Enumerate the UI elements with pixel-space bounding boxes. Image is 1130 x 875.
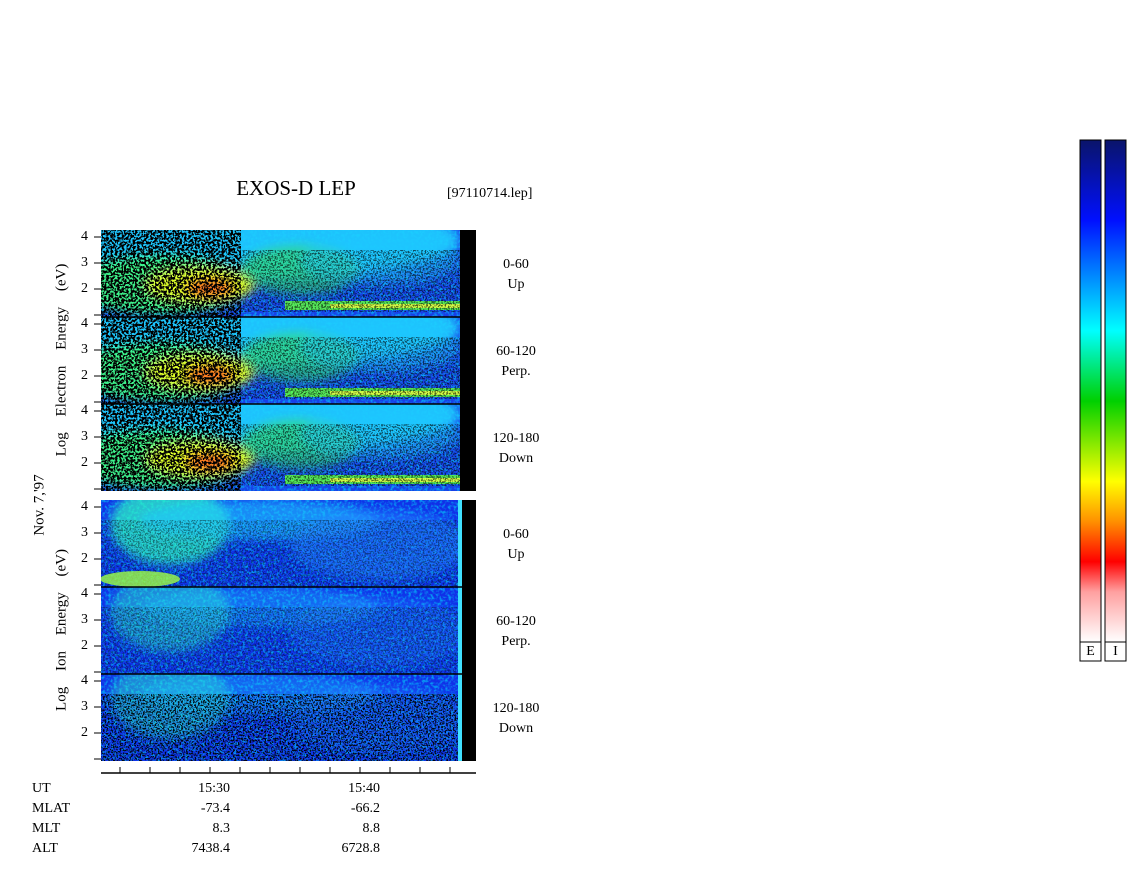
y-tick-label: 2 [81,638,88,653]
direction: Down [499,721,533,736]
dark-specks [101,694,460,761]
dark-specks [240,424,460,486]
colorbar-label: I [1113,644,1118,659]
file-name: [97110714.lep] [447,186,532,201]
spectrogram-panel [101,500,460,587]
row-label: UT [32,781,51,796]
angle-range: 120-180 [493,701,540,716]
colorbar-label-box [1079,641,1102,662]
direction: Perp. [501,634,530,649]
y-tick-label: 4 [81,403,88,418]
dark-specks [101,317,241,404]
dark-specks [101,404,241,491]
angle-range: 120-180 [493,431,540,446]
spectrogram-panel [101,404,460,491]
angle-range: 60-120 [496,344,536,359]
row-value: 15:40 [348,781,380,796]
row-value: 15:30 [198,781,230,796]
row-label: ALT [32,841,58,856]
y-tick-label: 3 [81,342,88,357]
colorbar-label: E [1086,644,1095,659]
spectrogram-panel [101,230,460,317]
row-value: -73.4 [201,801,230,816]
y-tick-label: 2 [81,368,88,383]
row-label: MLAT [32,801,71,816]
panel-edge [462,500,476,587]
row-value: -66.2 [351,801,380,816]
y-tick-label: 2 [81,455,88,470]
panel-edge [460,317,476,404]
date: Nov. 7,'97 [31,474,47,536]
colorbar [1079,139,1102,643]
direction: Down [499,451,533,466]
row-value: 8.3 [213,821,231,836]
y-tick-label: 4 [81,316,88,331]
direction: Up [507,547,524,562]
y-tick-label: 3 [81,699,88,714]
dark-specks [240,337,460,399]
direction: Up [507,277,524,292]
panel-edge [460,230,476,317]
y-tick-label: 4 [81,673,88,688]
blob [101,571,180,587]
y-tick-label: 3 [81,255,88,270]
y-tick-label: 3 [81,429,88,444]
dark-specks [101,230,241,317]
panel-edge-line [458,674,462,761]
dark-specks [240,250,460,312]
y-axis-label: Log Electron Energy (eV) [53,264,69,457]
angle-range: 0-60 [503,527,529,542]
spectrogram-panel [101,317,460,404]
spectrograms: 2 3 4 0-60 Up 2 3 4 60-120 Perp. 2 3 4 120-180 Down Log… [53,229,540,761]
dark-specks [101,607,460,674]
angle-range: 60-120 [496,614,536,629]
panel-edge [462,587,476,674]
spectrogram-panel [101,674,460,761]
y-tick-label: 4 [81,229,88,244]
time-axis: UT 15:30 15:40 MLAT -73.4 -66.2 MLT 8.3 8.8 ALT 74… [32,767,476,856]
row-label: MLT [32,821,61,836]
row-value: 6728.8 [342,841,381,856]
panel-edge [462,674,476,761]
row-value: 8.8 [363,821,381,836]
y-tick-label: 2 [81,551,88,566]
title: EXOS-D LEP [236,176,356,200]
colorbar [1104,139,1127,643]
spectrogram-panel [101,587,460,674]
y-tick-label: 3 [81,525,88,540]
panel-edge [460,404,476,491]
angle-range: 0-60 [503,257,529,272]
y-axis-label: Log Ion Energy (eV) [53,549,69,711]
y-tick-label: 4 [81,499,88,514]
panel-edge-line [458,500,462,587]
row-value: 7438.4 [192,841,231,856]
direction: Perp. [501,364,530,379]
y-tick-label: 2 [81,725,88,740]
y-tick-label: 3 [81,612,88,627]
y-tick-label: 4 [81,586,88,601]
panel-edge-line [458,587,462,674]
colorbar-label-box [1104,641,1127,662]
y-tick-label: 2 [81,281,88,296]
